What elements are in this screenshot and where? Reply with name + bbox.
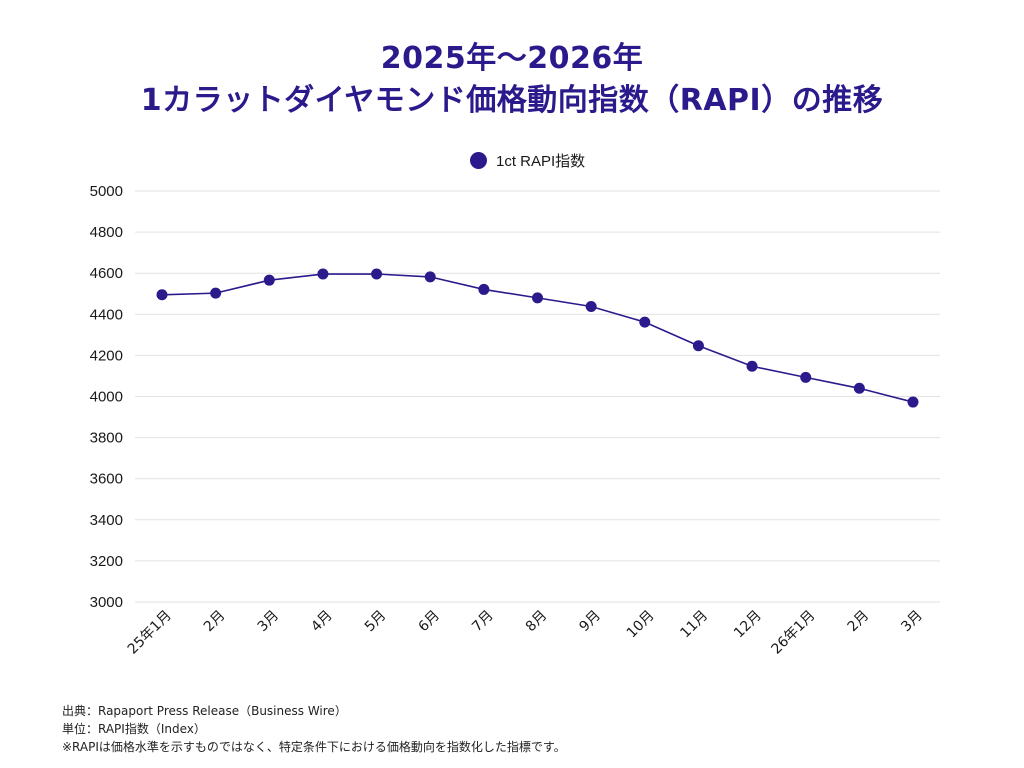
- series-1ct-rapi: [156, 268, 919, 408]
- x-tick-label: 5月: [362, 608, 390, 636]
- footer-note: ※RAPIは価格水準を示すものではなく、特定条件下における価格動向を指数化した指…: [62, 740, 566, 754]
- grid-lines: [135, 190, 940, 603]
- x-tick-label: 9月: [576, 608, 604, 636]
- footer-unit: 単位：RAPI指数（Index）: [62, 722, 206, 736]
- x-tick-label: 6月: [416, 608, 444, 636]
- y-tick-label: 3400: [90, 512, 123, 529]
- data-point: [532, 292, 543, 304]
- data-point: [210, 287, 222, 299]
- data-point: [907, 396, 919, 408]
- chart-legend: 1ct RAPI指数: [470, 150, 585, 170]
- x-tick-label: 12月: [731, 608, 765, 642]
- x-tick-label: 2月: [845, 608, 873, 636]
- chart-title-line-1: 2025年〜2026年: [380, 41, 644, 76]
- legend-label: 1ct RAPI指数: [496, 152, 586, 170]
- data-point: [800, 371, 812, 383]
- y-tick-label: 4800: [90, 224, 123, 241]
- y-tick-label: 3000: [90, 594, 123, 611]
- data-point: [263, 274, 275, 286]
- y-axis-tick-labels: 3000 3200 3400 3600 3800 4000 4200 4400 4600 4800…: [90, 183, 123, 611]
- data-point: [424, 271, 436, 283]
- data-point: [692, 340, 704, 352]
- chart-footer: 出典：Rapaport Press Release（Business Wire）…: [62, 702, 566, 756]
- data-point: [156, 289, 168, 301]
- y-tick-label: 4000: [90, 389, 123, 406]
- x-tick-label: 3月: [898, 608, 926, 636]
- legend-marker-icon: [470, 151, 487, 169]
- y-tick-label: 3200: [90, 553, 123, 570]
- data-point: [371, 268, 383, 280]
- x-tick-label: 8月: [523, 608, 551, 636]
- chart-title-line-2: 1カラットダイヤモンド価格動向指数（RAPI）の推移: [140, 83, 884, 118]
- x-tick-label: 7月: [469, 608, 497, 636]
- data-point: [746, 360, 758, 372]
- y-tick-label: 5000: [90, 183, 123, 200]
- x-tick-label: 2月: [201, 608, 229, 636]
- y-tick-label: 4200: [90, 347, 123, 364]
- data-point: [639, 316, 651, 328]
- data-point: [478, 283, 490, 295]
- x-tick-label: 25年1月: [125, 608, 175, 658]
- y-tick-label: 3600: [90, 471, 123, 488]
- x-tick-label: 26年1月: [769, 608, 819, 658]
- y-tick-label: 4600: [90, 265, 123, 282]
- x-axis-tick-labels: 25年1月 2月 3月 4月 5月 6月 7月 8月 9月 10月 11月 12月 26年1月 2月 3月: [125, 608, 926, 658]
- x-tick-label: 4月: [308, 608, 336, 636]
- chart-title: 2025年〜2026年 1カラットダイヤモンド価格動向指数（RAPI）の推移: [0, 38, 1024, 122]
- x-tick-label: 11月: [677, 608, 711, 642]
- x-tick-label: 10月: [624, 608, 658, 642]
- x-tick-label: 3月: [255, 608, 283, 636]
- data-point: [853, 382, 865, 394]
- y-tick-label: 4400: [90, 306, 123, 323]
- data-point: [585, 300, 597, 312]
- data-point: [317, 268, 329, 280]
- footer-source: 出典：Rapaport Press Release（Business Wire）: [62, 704, 347, 718]
- y-tick-label: 3800: [90, 430, 123, 447]
